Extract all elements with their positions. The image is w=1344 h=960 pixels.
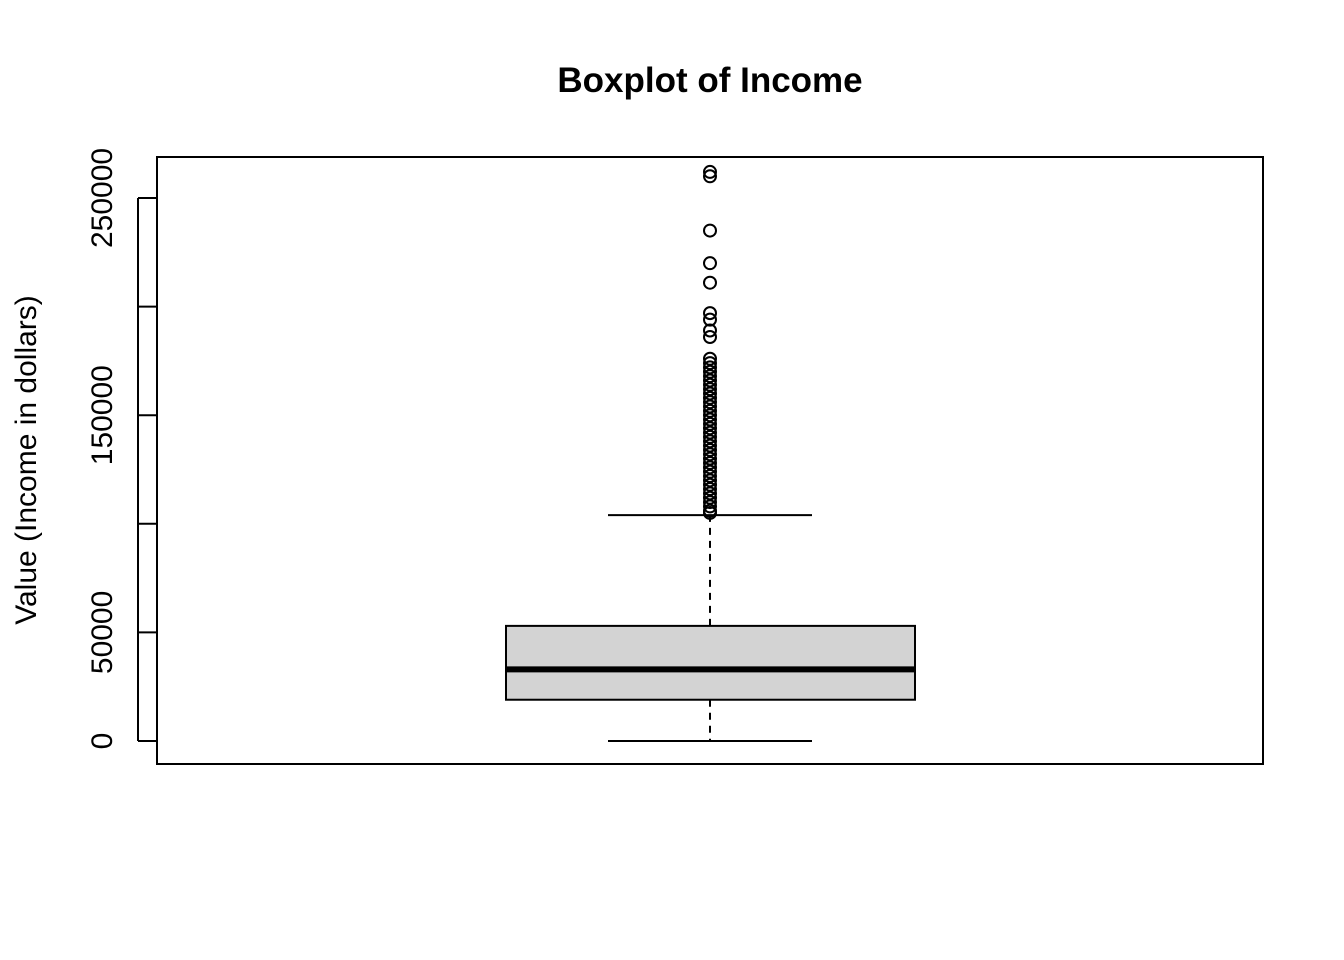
y-axis-ticks: 0 50000 150000 250000 <box>86 148 157 749</box>
box-layer <box>505 514 916 742</box>
y-axis-label: Value (Income in dollars) <box>10 295 43 625</box>
outlier-point <box>703 351 717 366</box>
outlier-point <box>703 390 717 405</box>
chart-title: Boxplot of Income <box>557 61 862 100</box>
outlier-point <box>703 421 717 436</box>
outlier-point <box>703 408 717 423</box>
outlier-point <box>703 473 717 488</box>
outlier-point <box>703 360 717 375</box>
outlier-point <box>703 464 717 479</box>
outlier-point <box>703 455 717 470</box>
outlier-point <box>703 505 717 520</box>
outlier-point <box>703 275 717 290</box>
outlier-point <box>703 434 717 449</box>
outlier-point <box>703 469 717 484</box>
outlier-point <box>703 377 717 392</box>
outlier-point <box>703 482 717 497</box>
outlier-point <box>703 306 717 321</box>
outlier-point <box>703 373 717 388</box>
outlier-point <box>703 312 717 327</box>
outlier-point <box>703 169 717 184</box>
outlier-point <box>703 403 717 418</box>
outlier-point <box>703 412 717 427</box>
outlier-point <box>703 495 717 510</box>
y-tick-label: 0 <box>86 733 119 750</box>
outlier-point <box>703 223 717 238</box>
outlier-point <box>703 416 717 431</box>
outlier-point <box>703 256 717 271</box>
outlier-point <box>703 364 717 379</box>
outlier-point <box>703 486 717 501</box>
outlier-point <box>703 382 717 397</box>
outlier-point <box>703 442 717 457</box>
outlier-point <box>703 438 717 453</box>
outlier-point <box>703 330 717 345</box>
outlier-point <box>703 460 717 475</box>
outlier-point <box>703 386 717 401</box>
outlier-point <box>703 395 717 410</box>
outlier-point <box>703 369 717 384</box>
outlier-point <box>703 490 717 505</box>
plot-border <box>156 156 1264 765</box>
outlier-layer <box>703 164 717 520</box>
interquartile-box <box>505 624 916 701</box>
outlier-point <box>703 451 717 466</box>
outlier-point <box>703 447 717 462</box>
outlier-point <box>703 399 717 414</box>
outlier-point <box>703 425 717 440</box>
outlier-point <box>703 164 717 179</box>
y-tick-label: 250000 <box>86 148 119 248</box>
outlier-point <box>703 477 717 492</box>
y-tick-label: 150000 <box>86 365 119 465</box>
outlier-point <box>703 429 717 444</box>
y-tick-label: 50000 <box>86 591 119 674</box>
outlier-point <box>703 499 717 514</box>
outlier-point <box>703 356 717 371</box>
outlier-point <box>703 323 717 338</box>
